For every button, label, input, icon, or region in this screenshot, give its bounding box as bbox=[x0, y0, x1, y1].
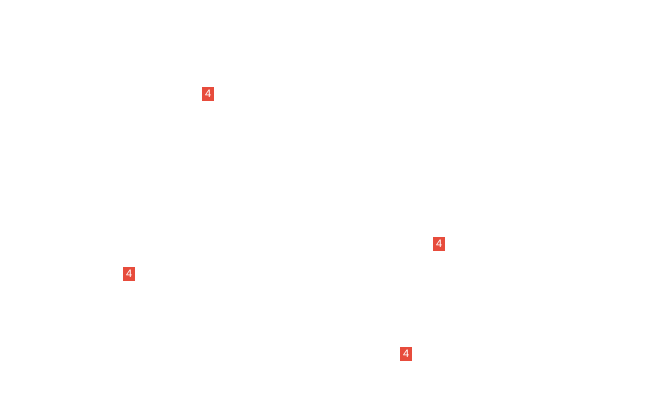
som-marker-badge[interactable]: 4 bbox=[433, 237, 445, 251]
som-marker-badge[interactable]: 4 bbox=[202, 87, 214, 101]
som-marker-badge[interactable]: 4 bbox=[123, 267, 135, 281]
som-marker-badge[interactable]: 4 bbox=[400, 347, 412, 361]
